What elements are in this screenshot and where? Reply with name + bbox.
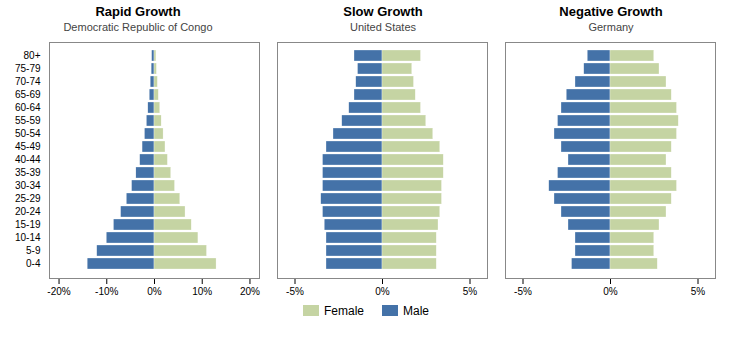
- html-text:Democratic Republic of Congo: Democratic Republic of Congo: [63, 21, 213, 33]
- svg-text:10%: 10%: [192, 286, 212, 297]
- svg-text:-5%: -5%: [514, 286, 532, 297]
- svg-text:20-24: 20-24: [15, 206, 41, 217]
- svg-text:40-44: 40-44: [15, 154, 41, 165]
- svg-text:20%: 20%: [240, 286, 260, 297]
- svg-text:0%: 0%: [375, 286, 390, 297]
- svg-text:45-49: 45-49: [15, 141, 41, 152]
- svg-text:80+: 80+: [24, 50, 41, 61]
- svg-text:30-34: 30-34: [15, 180, 41, 191]
- svg-text:75-79: 75-79: [15, 63, 41, 74]
- html-text:Germany: Germany: [588, 21, 634, 33]
- svg-text:15-19: 15-19: [15, 219, 41, 230]
- html-text:Female: Female: [324, 304, 364, 318]
- svg-text:10-14: 10-14: [15, 232, 41, 243]
- svg-text:50-54: 50-54: [15, 128, 41, 139]
- svg-text:25-29: 25-29: [15, 193, 41, 204]
- html-text:Slow Growth: Slow Growth: [343, 4, 423, 19]
- svg-text:5%: 5%: [463, 286, 478, 297]
- html-text:Male: Male: [403, 304, 429, 318]
- svg-text:70-74: 70-74: [15, 76, 41, 87]
- svg-text:0%: 0%: [603, 286, 618, 297]
- svg-text:65-69: 65-69: [15, 89, 41, 100]
- html-text:United States: United States: [350, 21, 416, 33]
- svg-text:60-64: 60-64: [15, 102, 41, 113]
- html-text:Rapid Growth: Rapid Growth: [95, 4, 181, 19]
- svg-text:-20%: -20%: [47, 286, 70, 297]
- svg-text:5-9: 5-9: [26, 245, 41, 256]
- svg-text:0%: 0%: [147, 286, 162, 297]
- svg-text:0-4: 0-4: [26, 258, 41, 269]
- svg-text:5%: 5%: [691, 286, 706, 297]
- html-text:Negative Growth: Negative Growth: [559, 4, 663, 19]
- svg-text:-10%: -10%: [95, 286, 118, 297]
- svg-text:-5%: -5%: [286, 286, 304, 297]
- svg-text:55-59: 55-59: [15, 115, 41, 126]
- svg-text:35-39: 35-39: [15, 167, 41, 178]
